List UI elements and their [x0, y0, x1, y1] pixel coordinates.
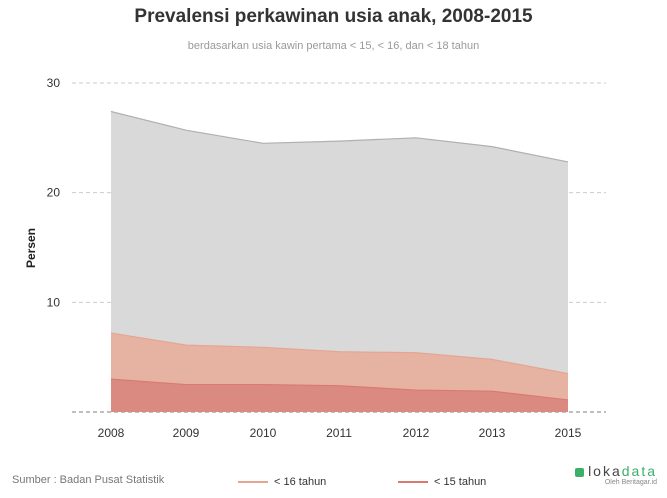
- chart-subtitle: berdasarkan usia kawin pertama < 15, < 1…: [187, 40, 480, 52]
- y-axis-label: Persen: [24, 228, 38, 268]
- chart-title: Prevalensi perkawinan usia anak, 2008-20…: [134, 6, 533, 27]
- area-series-2[interactable]: [111, 379, 568, 412]
- legend-label-16: < 16 tahun: [274, 476, 327, 488]
- y-tick-label-30: 30: [47, 76, 61, 90]
- y-tick-label-20: 20: [47, 186, 61, 200]
- y-tick-label-10: 10: [47, 295, 61, 309]
- x-tick-label-2010: 2010: [250, 426, 277, 440]
- lokadata-logo[interactable]: lokadata Oleh Beritagar.id: [575, 463, 657, 486]
- legend-item-16[interactable]: < 16 tahun: [238, 476, 326, 488]
- x-tick-label-2015: 2015: [555, 426, 582, 440]
- x-tick-label-2011: 2011: [326, 426, 352, 440]
- legend-swatch-15: [398, 481, 428, 484]
- x-tick-label-2009: 2009: [173, 426, 200, 440]
- logo-text-loka: loka: [588, 463, 622, 479]
- logo-text-data: data: [621, 463, 657, 479]
- x-tick-label-2013: 2013: [479, 426, 506, 440]
- x-tick-label-2008: 2008: [98, 426, 125, 440]
- legend-label-15: < 15 tahun: [434, 476, 487, 488]
- lokadata-logo-icon: [575, 467, 585, 477]
- x-tick-label-2012: 2012: [403, 426, 430, 440]
- source-note: Sumber : Badan Pusat Statistik: [12, 474, 165, 486]
- area-series-0[interactable]: [111, 111, 568, 412]
- legend-swatch-16: [238, 481, 268, 484]
- legend-item-15[interactable]: < 15 tahun: [398, 476, 486, 488]
- logo-byline: Oleh Beritagar.id: [604, 479, 657, 486]
